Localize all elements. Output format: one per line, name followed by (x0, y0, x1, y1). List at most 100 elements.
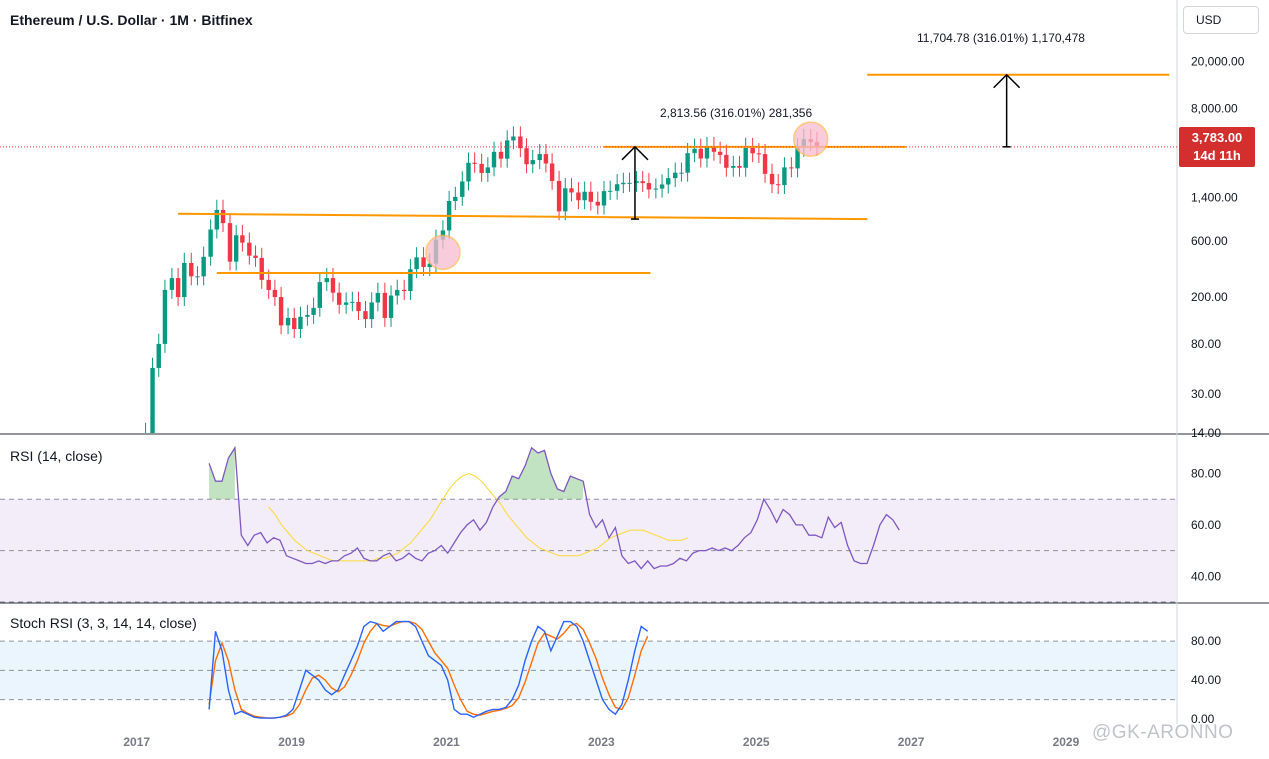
measure-arrow-1-head (621, 145, 649, 161)
candle-body (466, 162, 471, 182)
candle-body (731, 165, 736, 168)
candle-body (485, 167, 491, 173)
rsi-title: RSI (14, close) (10, 448, 103, 464)
candle-body (175, 278, 181, 298)
candle-body (750, 147, 755, 154)
candle-body (414, 257, 419, 270)
candle-body (640, 181, 645, 184)
rsi-overbought-fill (209, 447, 235, 500)
candle-body (569, 188, 574, 193)
candle-body (453, 196, 458, 202)
time-axis-tick: 2025 (743, 735, 770, 749)
candle-body (214, 209, 220, 230)
highlight-circle-0 (425, 234, 461, 271)
candle-body (679, 172, 684, 174)
candle-body (543, 154, 549, 164)
candle-body (220, 209, 226, 224)
candle-body (614, 184, 620, 191)
last-price-value: 3,783.00 (1191, 130, 1243, 145)
stoch-axis-tick: 0.00 (1191, 712, 1215, 726)
level-line-range-mid (178, 212, 868, 221)
candle-body (524, 148, 529, 165)
candle-body (576, 192, 581, 201)
price-axis-tick: 600.00 (1191, 234, 1228, 248)
price-axis-tick: 200.00 (1191, 290, 1228, 304)
candle-body (595, 201, 600, 206)
candle-body (305, 314, 310, 317)
time-axis-tick: 2029 (1053, 735, 1080, 749)
countdown-value: 14d 11h (1193, 148, 1241, 163)
annotation-2: 11,704.78 (316.01%) 1,170,478 (917, 31, 1085, 45)
candle-body (627, 182, 632, 184)
candle-body (350, 301, 355, 303)
candle-body (324, 278, 329, 283)
candle-body (427, 263, 432, 268)
candle-body (549, 163, 555, 181)
candle-body (724, 154, 729, 168)
measure-arrow-2-head (993, 73, 1021, 89)
price-axis-tick: 1,400.00 (1191, 191, 1238, 205)
currency-selector-button[interactable]: USD (1183, 6, 1259, 34)
candle-body (518, 136, 523, 149)
candle-body (556, 180, 562, 212)
candle-body (169, 278, 175, 290)
candle-body (182, 262, 187, 298)
price-axis-tick: 8,000.00 (1191, 102, 1238, 116)
candle-body (776, 184, 781, 186)
candle-body (491, 151, 497, 168)
highlight-circle-1 (792, 121, 829, 157)
candle-body (272, 289, 278, 298)
price-axis-tick: 80.00 (1191, 337, 1221, 351)
rsi-overbought-fill (499, 447, 584, 500)
time-axis-tick: 2027 (898, 735, 925, 749)
last-price-tag: 3,783.00 14d 11h (1179, 127, 1255, 167)
candle-body (756, 153, 762, 155)
candle-body (259, 257, 264, 280)
candle-body (227, 223, 233, 262)
candle-body (653, 188, 659, 190)
stoch-rsi-title: Stoch RSI (3, 3, 14, 14, close) (10, 615, 197, 631)
candle-body (769, 173, 775, 185)
candle-body (704, 147, 710, 159)
candle-body (292, 317, 297, 330)
candle-body (563, 188, 568, 212)
stoch-axis-tick: 80.00 (1191, 634, 1221, 648)
time-axis-tick: 2021 (433, 735, 460, 749)
candle-body (150, 367, 155, 433)
candle-body (789, 167, 794, 169)
price-axis-tick: 30.00 (1191, 387, 1221, 401)
candle-body (278, 297, 284, 326)
candle-body (621, 182, 626, 185)
candle-body (795, 147, 800, 169)
candle-body (356, 301, 361, 312)
time-axis-tick: 2023 (588, 735, 615, 749)
candle-body (330, 278, 336, 293)
candle-body (156, 343, 161, 368)
candle-body (659, 184, 665, 189)
candle-body (537, 154, 542, 161)
candle-body (692, 148, 697, 154)
candle-body (189, 262, 194, 277)
candle-body (743, 147, 748, 168)
candle-body (782, 167, 787, 186)
candle-body (685, 153, 690, 173)
price-axis-tick: 14.00 (1191, 426, 1221, 440)
candle-body (646, 183, 652, 190)
rsi-axis-tick: 80.00 (1191, 467, 1221, 481)
candle-body (717, 151, 723, 155)
candle-body (336, 292, 342, 305)
candle-body (698, 148, 703, 159)
rsi-line (208, 445, 900, 570)
candle-body (317, 282, 323, 308)
candle-body (298, 316, 303, 330)
candle-body (388, 295, 394, 318)
candle-body (711, 147, 717, 152)
candle-body (253, 255, 258, 258)
candle-body (511, 136, 516, 141)
candle-body (498, 151, 504, 159)
candle-body (530, 160, 535, 165)
candle-body (634, 181, 639, 183)
candle-body (472, 162, 477, 164)
candle-body (201, 256, 206, 277)
